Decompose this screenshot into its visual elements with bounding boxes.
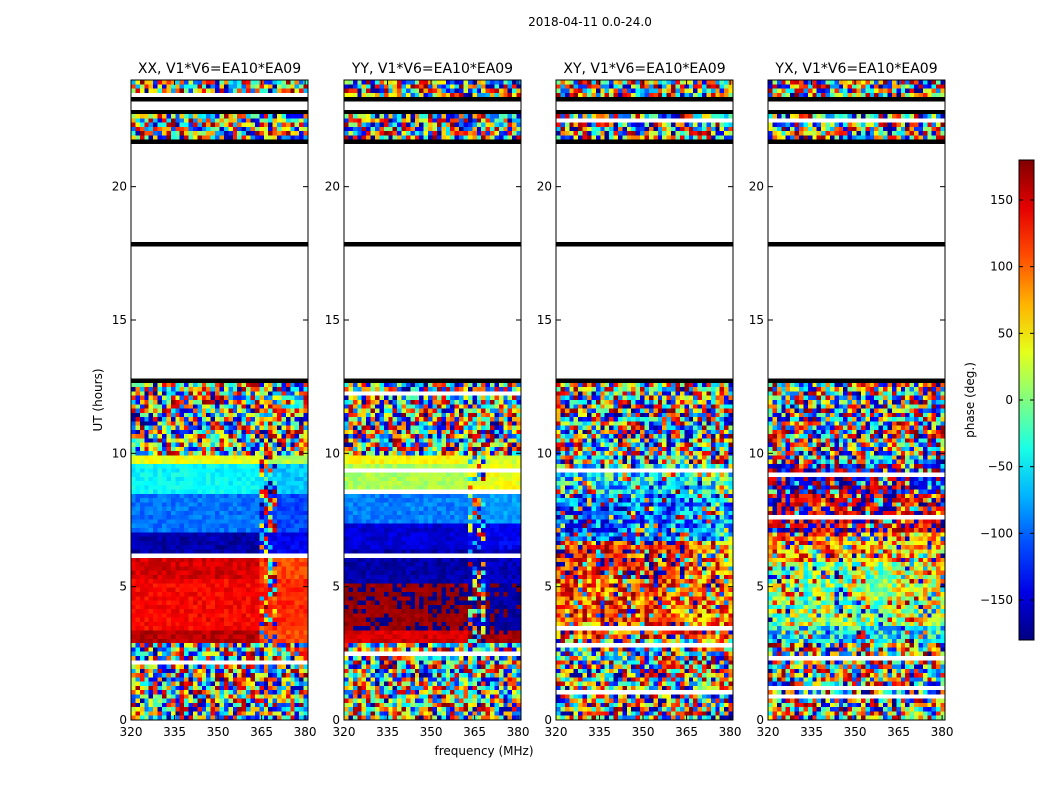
x-tick-label: 380	[931, 725, 954, 739]
panel-frame	[555, 79, 734, 721]
y-tick-label: 5	[332, 580, 340, 594]
x-tick-label: 365	[250, 725, 273, 739]
heatmap-image	[556, 80, 733, 720]
x-tick-label: 350	[420, 725, 443, 739]
x-tick-label: 350	[207, 725, 230, 739]
x-tick-label: 380	[719, 725, 742, 739]
heatmap-image	[768, 80, 945, 720]
x-tick-label: 335	[376, 725, 399, 739]
y-axis-label: UT (hours)	[91, 368, 105, 431]
panel-3: XY, V1*V6=EA10*EA09 320 335 350 365 380 0 5 10 15…	[537, 61, 742, 739]
panel-2: YY, V1*V6=EA10*EA09 320 335 350 365 380 0 5 10 15…	[325, 61, 530, 739]
x-tick-label: 365	[887, 725, 910, 739]
figure-title: 2018-04-11 0.0-24.0	[528, 15, 652, 29]
x-tick-label: 335	[163, 725, 186, 739]
y-tick-label: 10	[749, 446, 764, 460]
panels-container: XX, V1*V6=EA10*EA09 320 335 350 365 380 0 5 10 15…	[112, 61, 954, 739]
y-tick-label: 0	[332, 713, 340, 727]
colorbar-tick-label: 100	[990, 260, 1013, 274]
x-tick-label: 380	[294, 725, 317, 739]
y-tick-label: 0	[756, 713, 764, 727]
y-tick-label: 15	[325, 313, 340, 327]
x-tick-label: 320	[757, 725, 780, 739]
x-tick-label: 320	[333, 725, 356, 739]
x-tick-label: 335	[588, 725, 611, 739]
x-tick-label: 365	[463, 725, 486, 739]
panel-title: XY, V1*V6=EA10*EA09	[563, 61, 725, 77]
y-tick-label: 10	[112, 446, 127, 460]
x-tick-label: 350	[632, 725, 655, 739]
heatmap-image	[131, 80, 308, 720]
x-tick-label: 380	[507, 725, 530, 739]
y-tick-label: 15	[749, 313, 764, 327]
y-tick-label: 20	[749, 180, 764, 194]
y-tick-label: 10	[325, 446, 340, 460]
panel-frame	[130, 79, 309, 721]
y-tick-label: 5	[119, 580, 127, 594]
y-tick-label: 20	[537, 180, 552, 194]
x-tick-label: 365	[675, 725, 698, 739]
y-tick-label: 20	[112, 180, 127, 194]
panel-title: XX, V1*V6=EA10*EA09	[138, 61, 301, 77]
panel-4: YX, V1*V6=EA10*EA09 320 335 350 365 380 0 5 10 15…	[749, 61, 954, 739]
panel-title: YY, V1*V6=EA10*EA09	[351, 61, 513, 77]
panel-1: XX, V1*V6=EA10*EA09 320 335 350 365 380 0 5 10 15…	[112, 61, 317, 739]
x-axis-label: frequency (MHz)	[434, 744, 533, 758]
x-tick-label: 350	[844, 725, 867, 739]
panel-frame	[767, 79, 946, 721]
y-tick-label: 5	[756, 580, 764, 594]
x-tick-label: 320	[120, 725, 143, 739]
colorbar-tick-label: −50	[988, 460, 1013, 474]
x-tick-label: 320	[545, 725, 568, 739]
y-tick-label: 0	[544, 713, 552, 727]
colorbar-tick-label: 150	[990, 193, 1013, 207]
colorbar: −150 −100 −50 0 50 100 150	[980, 159, 1035, 641]
panel-frame	[343, 79, 522, 721]
x-tick-label: 335	[800, 725, 823, 739]
colorbar-tick-label: 0	[1005, 393, 1013, 407]
y-tick-label: 5	[544, 580, 552, 594]
y-tick-label: 15	[112, 313, 127, 327]
colorbar-tick-label: 50	[998, 326, 1013, 340]
y-tick-label: 0	[119, 713, 127, 727]
colorbar-tick-label: −150	[980, 593, 1013, 607]
heatmap-image	[344, 80, 521, 720]
y-tick-label: 20	[325, 180, 340, 194]
y-tick-label: 15	[537, 313, 552, 327]
panel-title: YX, V1*V6=EA10*EA09	[774, 61, 937, 77]
y-tick-label: 10	[537, 446, 552, 460]
colorbar-label: phase (deg.)	[963, 362, 977, 438]
colorbar-tick-label: −100	[980, 526, 1013, 540]
